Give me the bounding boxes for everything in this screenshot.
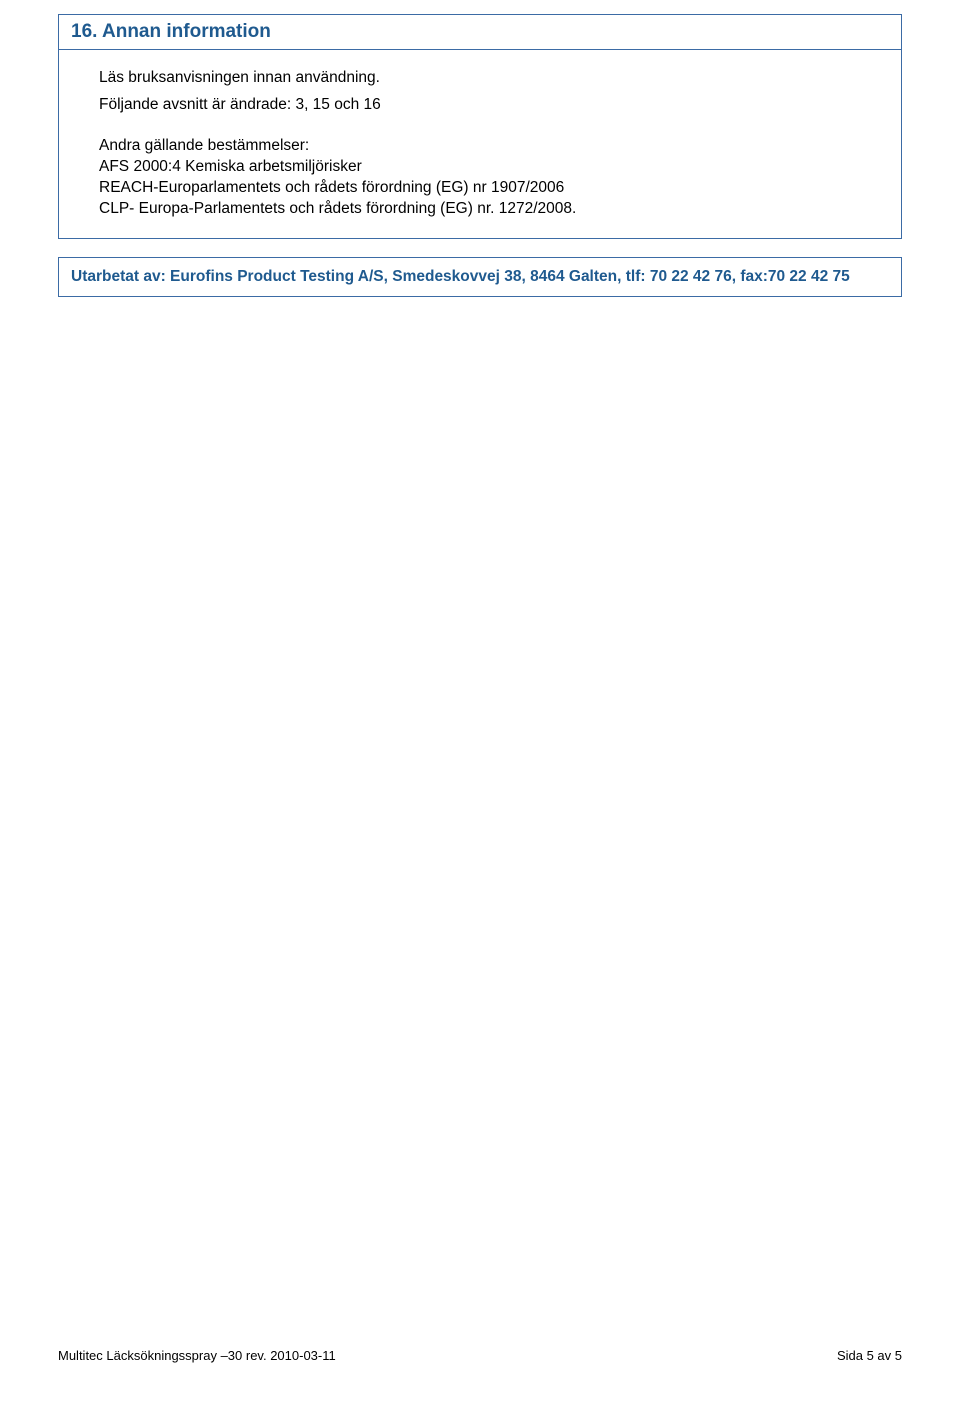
content-line-2: Följande avsnitt är ändrade: 3, 15 och 1…	[99, 95, 889, 116]
section-title: 16. Annan information	[71, 21, 271, 42]
page-footer: Multitec Läcksökningsspray –30 rev. 2010…	[58, 1348, 902, 1363]
prepared-by-text: Utarbetat av: Eurofins Product Testing A…	[71, 268, 850, 285]
content-line-5: REACH-Europarlamentets och rådets förord…	[99, 178, 889, 199]
footer-right: Sida 5 av 5	[837, 1348, 902, 1363]
content-line-6: CLP- Europa-Parlamentets och rådets föro…	[99, 199, 889, 220]
prepared-by-box: Utarbetat av: Eurofins Product Testing A…	[58, 257, 902, 297]
content-line-1: Läs bruksanvisningen innan användning.	[99, 68, 889, 89]
content-line-3: Andra gällande bestämmelser:	[99, 136, 889, 157]
content-line-4: AFS 2000:4 Kemiska arbetsmiljörisker	[99, 157, 889, 178]
footer-left: Multitec Läcksökningsspray –30 rev. 2010…	[58, 1348, 336, 1363]
section-content-box: Läs bruksanvisningen innan användning. F…	[58, 50, 902, 239]
section-header-box: 16. Annan information	[58, 14, 902, 50]
